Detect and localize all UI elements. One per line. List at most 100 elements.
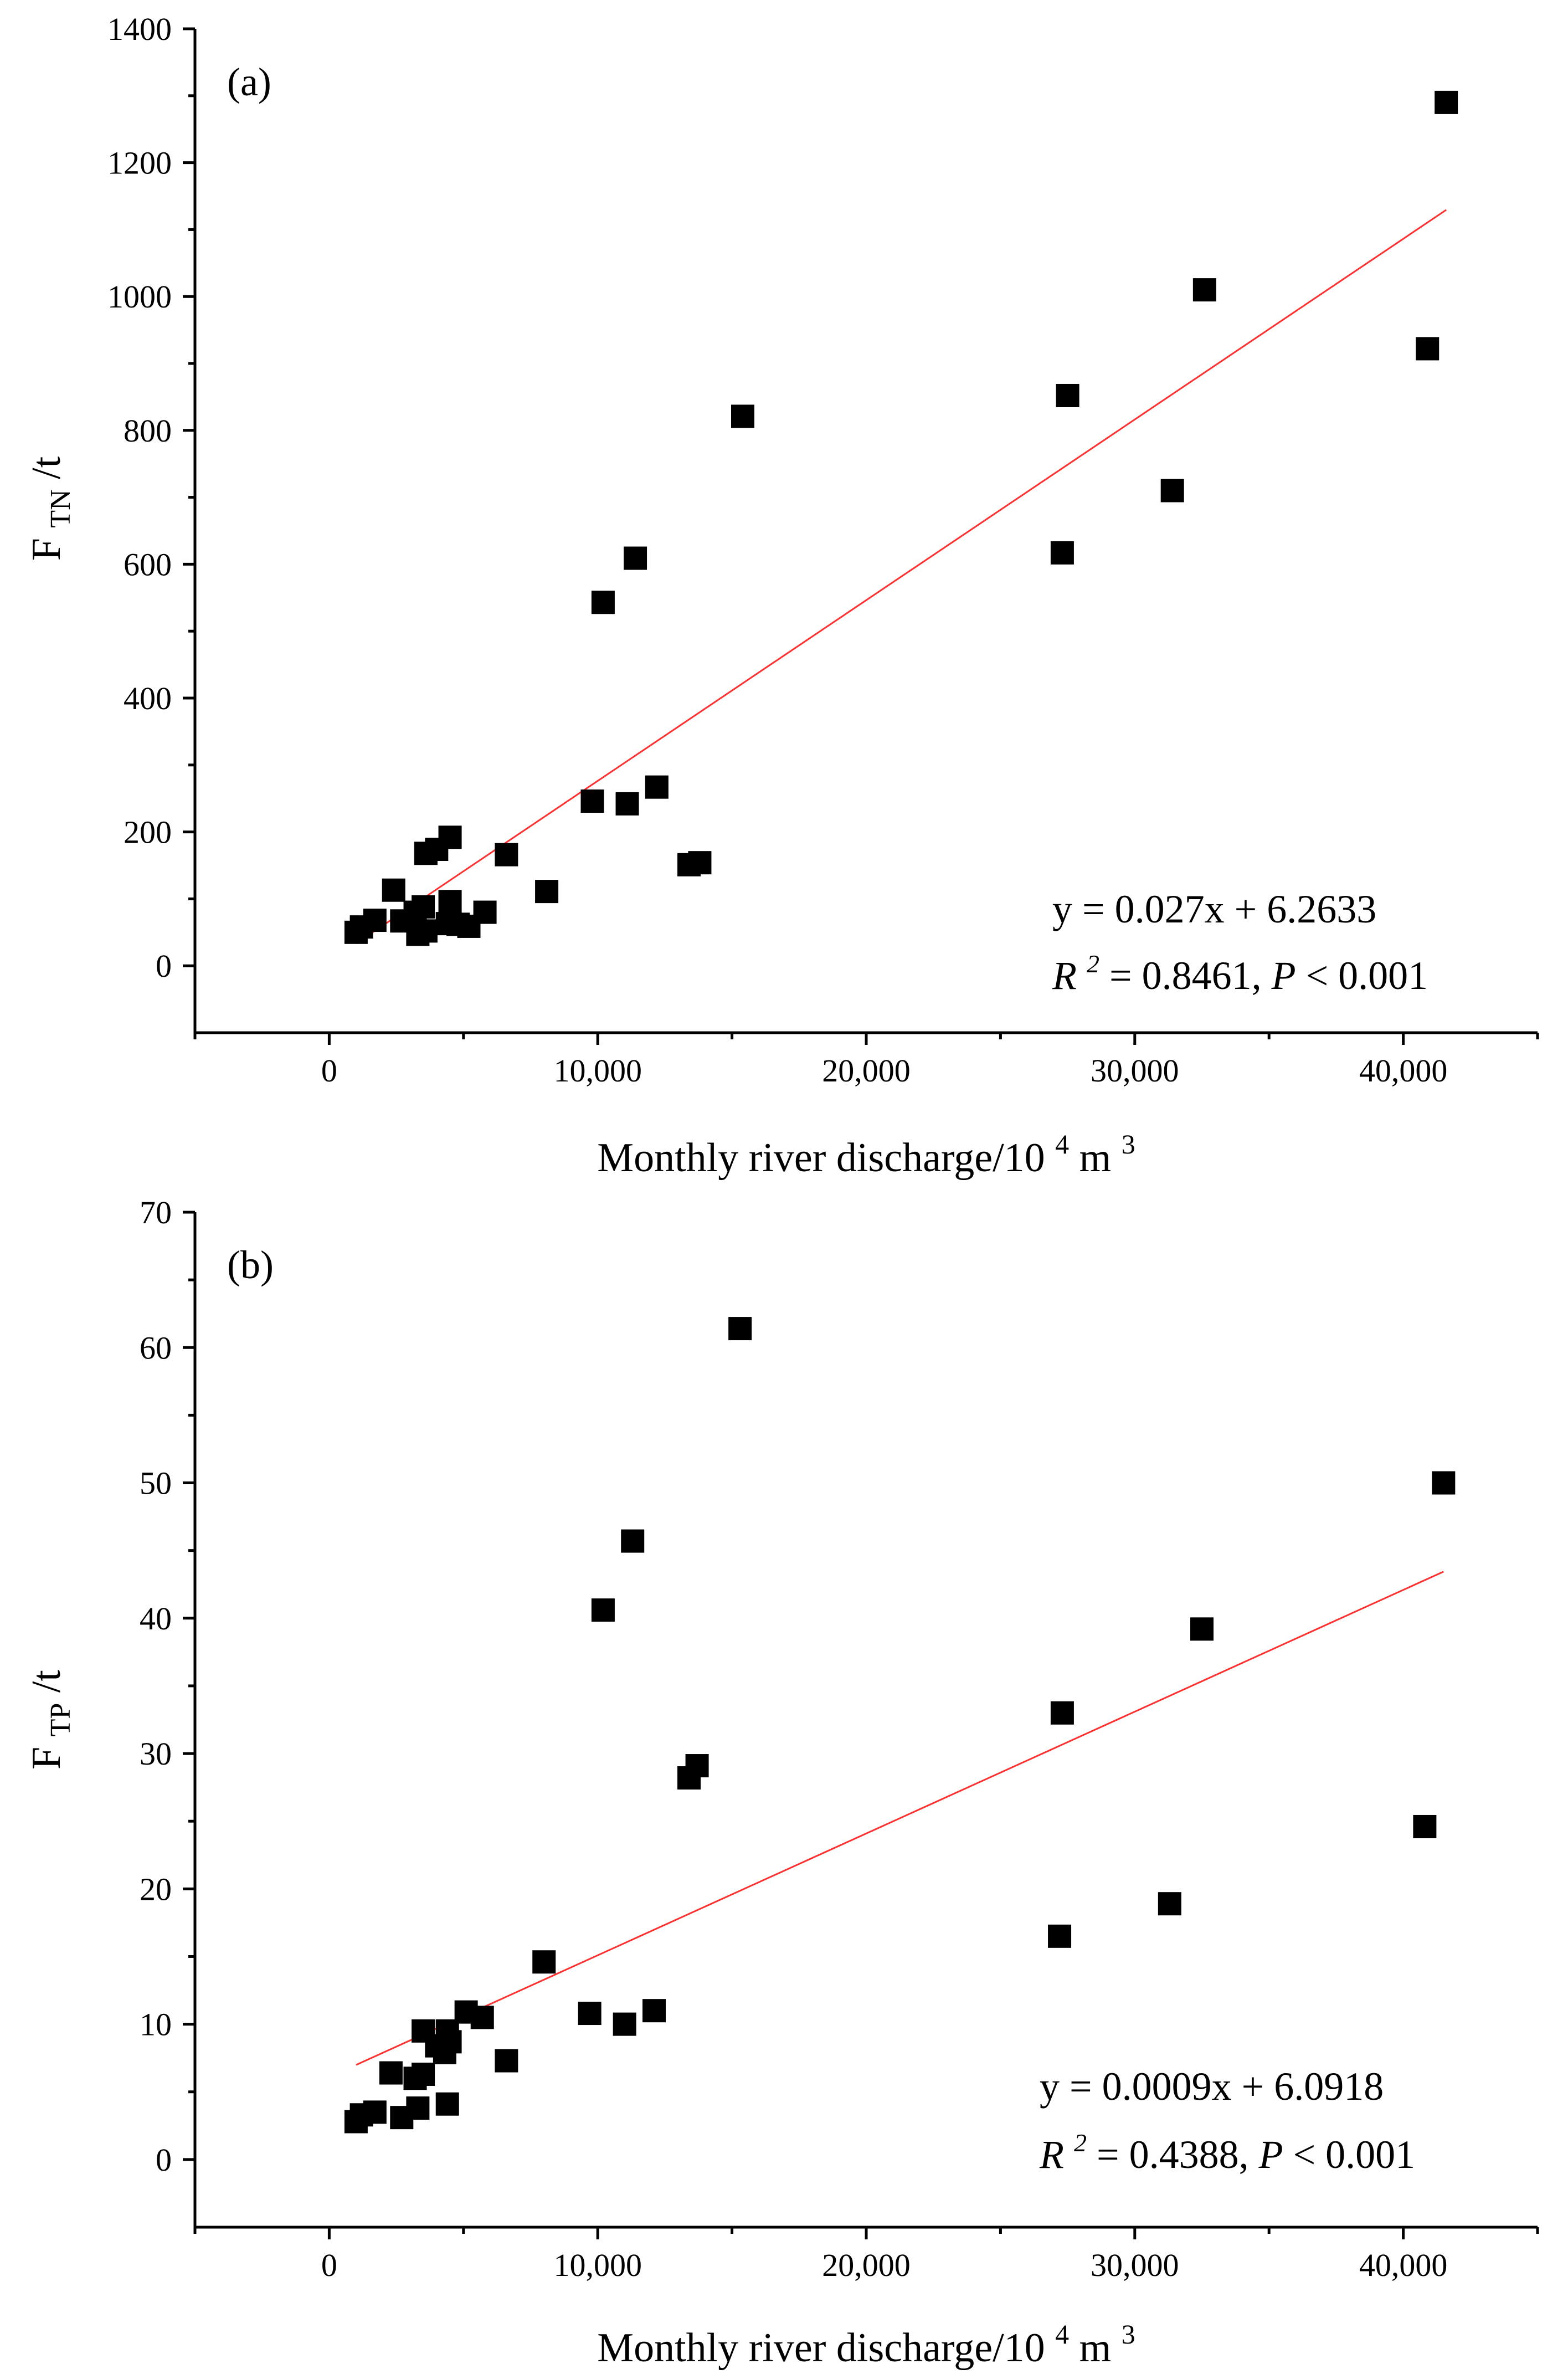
y-axis-title-a: F TN /t <box>24 456 79 561</box>
x-axis-title-b: Monthly river discharge/10 4 m 3 <box>597 2308 1135 2371</box>
x-tick-label-b-3: 30,000 <box>1091 2247 1179 2283</box>
x-tick-label-a-1: 10,000 <box>553 1053 642 1089</box>
x-axis-title-sup1-b: 4 <box>1055 2319 1069 2350</box>
equation-line-b: y = 0.0009x + 6.0918 <box>1040 2064 1384 2109</box>
data-point-b-24 <box>685 1754 709 1778</box>
chart-panel-b: 0 10 20 30 40 50 60 70 0 10,000 20,000 30,000 40,000… <box>24 1194 1539 2371</box>
x-tick-label-a-2: 20,000 <box>822 1053 911 1089</box>
data-point-a-20 <box>591 591 615 614</box>
x-tick-label-b-4: 40,000 <box>1359 2247 1448 2283</box>
data-point-b-30 <box>1413 1814 1437 1838</box>
plot-area-b: 0 10 20 30 40 50 60 70 0 10,000 20,000 30,000 40,000 <box>140 1194 1539 2283</box>
r2-value-a: = 0.8461, <box>1109 953 1262 998</box>
data-point-b-25 <box>728 1317 752 1341</box>
y-axis-title-main-b: F <box>24 1747 69 1770</box>
y-tick-label-b-4: 40 <box>140 1601 172 1637</box>
plot-frame-a <box>193 29 1538 1034</box>
x-tick-label-a-3: 30,000 <box>1091 1053 1179 1089</box>
y-axis-title-tail-a: /t <box>24 456 69 479</box>
r2-symbol-a: R <box>1052 953 1077 998</box>
data-point-b-27 <box>1050 1701 1074 1725</box>
data-point-a-18 <box>535 880 559 904</box>
y-axis-title-sub-b: TP <box>45 1703 76 1737</box>
data-point-b-31 <box>1432 1471 1456 1495</box>
y-tick-label-b-2: 20 <box>140 1871 172 1907</box>
p-symbol-b: P <box>1258 2132 1283 2177</box>
data-point-a-13 <box>438 825 462 849</box>
equation-line-a: y = 0.027x + 6.2633 <box>1052 887 1376 931</box>
data-point-b-2 <box>363 2100 387 2124</box>
data-point-b-20 <box>613 2012 636 2036</box>
data-point-b-15 <box>470 2006 494 2029</box>
data-point-a-3 <box>382 878 405 902</box>
y-tick-label-b-0: 0 <box>156 2142 172 2178</box>
x-axis-title-sup2-b: 3 <box>1122 2319 1135 2350</box>
regression-equation-a: y = 0.027x + 6.2633 R 2 = 0.8461, P < 0.… <box>1052 887 1428 998</box>
chart-panel-a: 0 200 400 600 800 1000 1200 1400 0 10,000 20,000 30… <box>24 11 1539 1181</box>
data-point-b-3 <box>379 2061 403 2085</box>
r2-line-a: R 2 = 0.8461, P < 0.001 <box>1052 937 1428 998</box>
data-point-a-12 <box>438 890 462 914</box>
data-point-b-19 <box>591 1598 615 1622</box>
data-point-b-17 <box>532 1950 556 1974</box>
y-tick-label-b-7: 70 <box>140 1194 172 1230</box>
r2-value-b: = 0.4388, <box>1097 2132 1249 2177</box>
y-tick-label-b-1: 10 <box>140 2007 172 2043</box>
data-point-a-22 <box>624 546 647 570</box>
regression-equation-b: y = 0.0009x + 6.0918 R 2 = 0.4388, P < 0… <box>1039 2064 1415 2177</box>
y-tick-label-a-4: 800 <box>124 413 172 449</box>
y-tick-label-a-0: 0 <box>156 948 172 984</box>
data-point-b-22 <box>642 1999 666 2023</box>
p-value-b: < 0.001 <box>1293 2132 1416 2177</box>
x-axis-title-unit-b: m <box>1079 2325 1112 2371</box>
data-point-a-27 <box>1050 541 1074 565</box>
data-point-b-21 <box>621 1529 645 1553</box>
x-axis-title-sup2-a: 3 <box>1122 1129 1135 1160</box>
data-point-b-8 <box>412 2062 435 2086</box>
x-tick-label-b-0: 0 <box>321 2247 337 2283</box>
r2-line-b: R 2 = 0.4388, P < 0.001 <box>1039 2116 1415 2177</box>
plot-area-a: 0 200 400 600 800 1000 1200 1400 0 10,000 20,000 30… <box>107 11 1539 1089</box>
data-point-b-29 <box>1190 1617 1214 1641</box>
data-point-a-17 <box>495 843 518 866</box>
regression-line-b <box>356 1571 1444 2066</box>
x-axis-title-a: Monthly river discharge/10 4 m 3 <box>597 1117 1135 1181</box>
y-tick-label-b-6: 60 <box>140 1330 172 1366</box>
x-axis-title-unit-a: m <box>1079 1135 1112 1181</box>
panel-label-a: (a) <box>227 60 271 104</box>
data-point-a-26 <box>731 404 754 428</box>
x-tick-label-b-2: 20,000 <box>822 2247 911 2283</box>
data-point-a-23 <box>645 775 669 799</box>
data-point-a-2 <box>363 909 387 932</box>
data-point-a-21 <box>615 792 639 816</box>
y-tick-label-a-2: 400 <box>124 680 172 716</box>
y-tick-label-b-3: 30 <box>140 1736 172 1772</box>
y-tick-label-b-5: 50 <box>140 1465 172 1501</box>
data-point-a-7 <box>412 895 435 919</box>
x-tick-label-b-1: 10,000 <box>553 2247 642 2283</box>
data-point-a-19 <box>580 789 604 813</box>
y-tick-label-a-3: 600 <box>124 546 172 582</box>
data-point-a-28 <box>1056 383 1079 407</box>
data-point-a-30 <box>1192 278 1216 302</box>
x-axis-title-text-b: Monthly river discharge/10 <box>597 2325 1045 2371</box>
r2-superscript-b: 2 <box>1074 2129 1087 2157</box>
data-point-a-25 <box>688 851 712 875</box>
y-axis-title-b: F TP /t <box>24 1670 79 1770</box>
y-tick-label-a-7: 1400 <box>107 11 172 47</box>
y-axis-title-sub-a: TN <box>45 489 76 527</box>
x-tick-label-a-0: 0 <box>321 1053 337 1089</box>
panel-label-b: (b) <box>227 1243 274 1287</box>
p-symbol-a: P <box>1271 953 1296 998</box>
data-point-b-11 <box>435 2092 459 2116</box>
data-point-a-8 <box>414 919 438 943</box>
x-axis-title-sup1-a: 4 <box>1055 1129 1069 1160</box>
data-point-a-31 <box>1416 337 1440 361</box>
data-point-b-18 <box>578 2002 602 2026</box>
plot-frame-b <box>193 1212 1538 2229</box>
data-point-b-6 <box>406 2096 430 2120</box>
r2-superscript-a: 2 <box>1087 950 1099 978</box>
data-point-a-16 <box>473 900 497 924</box>
regression-line-a <box>356 209 1447 945</box>
